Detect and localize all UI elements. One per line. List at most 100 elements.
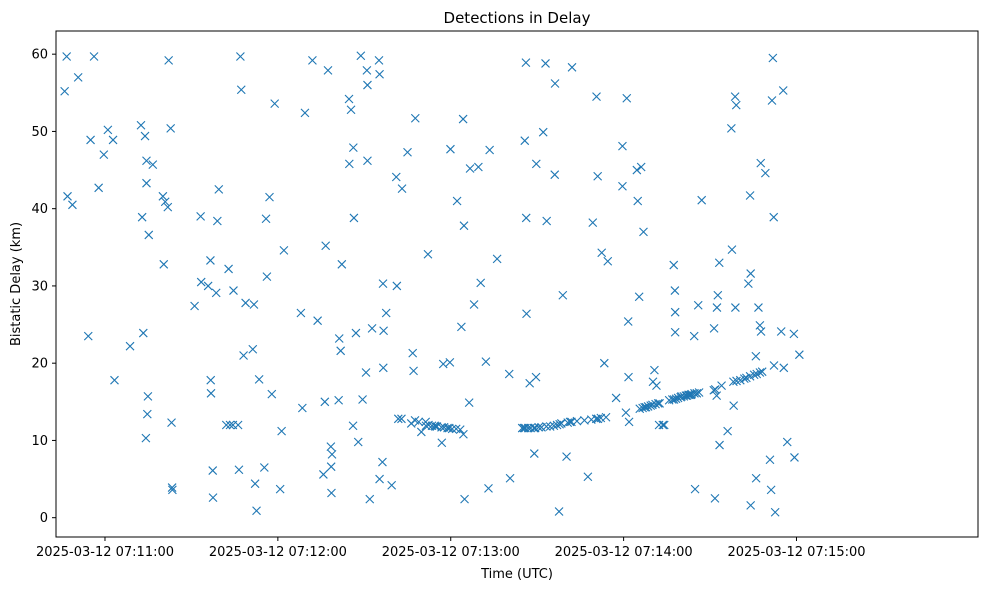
data-point bbox=[731, 100, 741, 110]
data-point bbox=[211, 288, 221, 298]
data-point bbox=[766, 485, 776, 495]
data-point bbox=[659, 420, 669, 430]
data-point bbox=[603, 256, 613, 266]
data-point bbox=[190, 301, 199, 311]
data-point bbox=[633, 196, 643, 206]
y-axis-label: Bistatic Delay (km) bbox=[9, 222, 24, 346]
data-point bbox=[765, 455, 775, 465]
data-point bbox=[697, 195, 707, 205]
data-point bbox=[375, 69, 384, 79]
data-point bbox=[713, 290, 723, 300]
data-point bbox=[397, 414, 406, 424]
data-point bbox=[137, 212, 147, 222]
data-point bbox=[754, 303, 763, 312]
data-point bbox=[484, 483, 493, 493]
data-point bbox=[541, 59, 550, 68]
data-point bbox=[363, 156, 372, 166]
data-point bbox=[277, 426, 286, 436]
data-point bbox=[658, 420, 668, 430]
data-point bbox=[279, 246, 289, 255]
data-point bbox=[474, 162, 483, 172]
data-point bbox=[320, 397, 330, 407]
data-point bbox=[769, 361, 779, 370]
data-point bbox=[163, 202, 173, 212]
data-point bbox=[464, 398, 474, 407]
data-point bbox=[236, 52, 245, 61]
data-point bbox=[108, 135, 118, 145]
data-point bbox=[542, 216, 552, 226]
data-point bbox=[531, 159, 541, 169]
data-point bbox=[597, 248, 607, 258]
data-point bbox=[296, 308, 306, 318]
data-point bbox=[348, 143, 358, 153]
data-point bbox=[756, 158, 766, 168]
data-point bbox=[265, 192, 274, 202]
data-point bbox=[601, 412, 611, 422]
data-point bbox=[381, 308, 391, 318]
plot-frame bbox=[55, 30, 979, 538]
data-point bbox=[593, 171, 603, 181]
chart-title: Detections in Delay bbox=[444, 9, 591, 27]
data-point bbox=[648, 400, 657, 410]
data-point bbox=[409, 366, 418, 376]
data-point bbox=[743, 279, 753, 289]
data-point bbox=[375, 474, 384, 484]
data-point bbox=[776, 327, 786, 336]
data-point bbox=[739, 374, 749, 384]
data-point bbox=[779, 363, 789, 373]
data-point bbox=[580, 415, 589, 425]
data-point bbox=[323, 66, 333, 75]
data-point bbox=[670, 327, 680, 337]
data-point bbox=[746, 500, 756, 510]
data-point bbox=[563, 418, 573, 428]
data-point bbox=[423, 249, 433, 259]
data-point bbox=[391, 172, 401, 182]
data-point bbox=[562, 452, 571, 462]
data-point bbox=[344, 159, 354, 169]
data-point bbox=[755, 368, 765, 377]
data-point bbox=[86, 135, 95, 145]
data-point bbox=[522, 309, 531, 319]
data-point bbox=[545, 422, 555, 431]
data-point bbox=[414, 417, 424, 427]
data-point bbox=[778, 86, 788, 95]
data-point bbox=[358, 395, 367, 404]
data-point bbox=[206, 256, 215, 265]
data-point bbox=[365, 494, 375, 504]
data-point bbox=[444, 423, 454, 433]
data-point bbox=[622, 93, 632, 103]
data-point bbox=[275, 484, 285, 494]
data-point bbox=[300, 108, 310, 118]
data-point bbox=[534, 422, 543, 432]
data-point bbox=[110, 375, 119, 385]
data-point bbox=[458, 114, 468, 124]
data-point bbox=[221, 420, 231, 430]
data-point bbox=[624, 417, 634, 427]
data-point bbox=[769, 212, 779, 222]
x-tick-label: 2025-03-12 07:13:00 bbox=[382, 545, 520, 560]
data-point bbox=[142, 178, 151, 188]
data-point bbox=[203, 281, 213, 291]
data-point bbox=[640, 402, 650, 412]
data-point bbox=[68, 200, 77, 210]
data-point bbox=[239, 351, 248, 360]
data-point bbox=[363, 80, 372, 90]
data-point bbox=[378, 363, 388, 373]
y-tick-label: 10 bbox=[31, 434, 48, 449]
data-point bbox=[125, 341, 135, 351]
data-point bbox=[632, 165, 642, 175]
data-point bbox=[438, 359, 448, 369]
data-point bbox=[452, 196, 462, 206]
data-point bbox=[729, 401, 739, 411]
data-point bbox=[346, 105, 356, 115]
data-point bbox=[361, 368, 371, 377]
data-point bbox=[756, 327, 766, 336]
x-axis-label: Time (UTC) bbox=[480, 567, 553, 582]
data-point bbox=[505, 473, 515, 483]
data-point bbox=[326, 462, 336, 472]
data-point bbox=[529, 449, 539, 458]
data-point bbox=[689, 331, 699, 341]
data-point bbox=[437, 438, 447, 448]
data-point bbox=[410, 113, 420, 123]
